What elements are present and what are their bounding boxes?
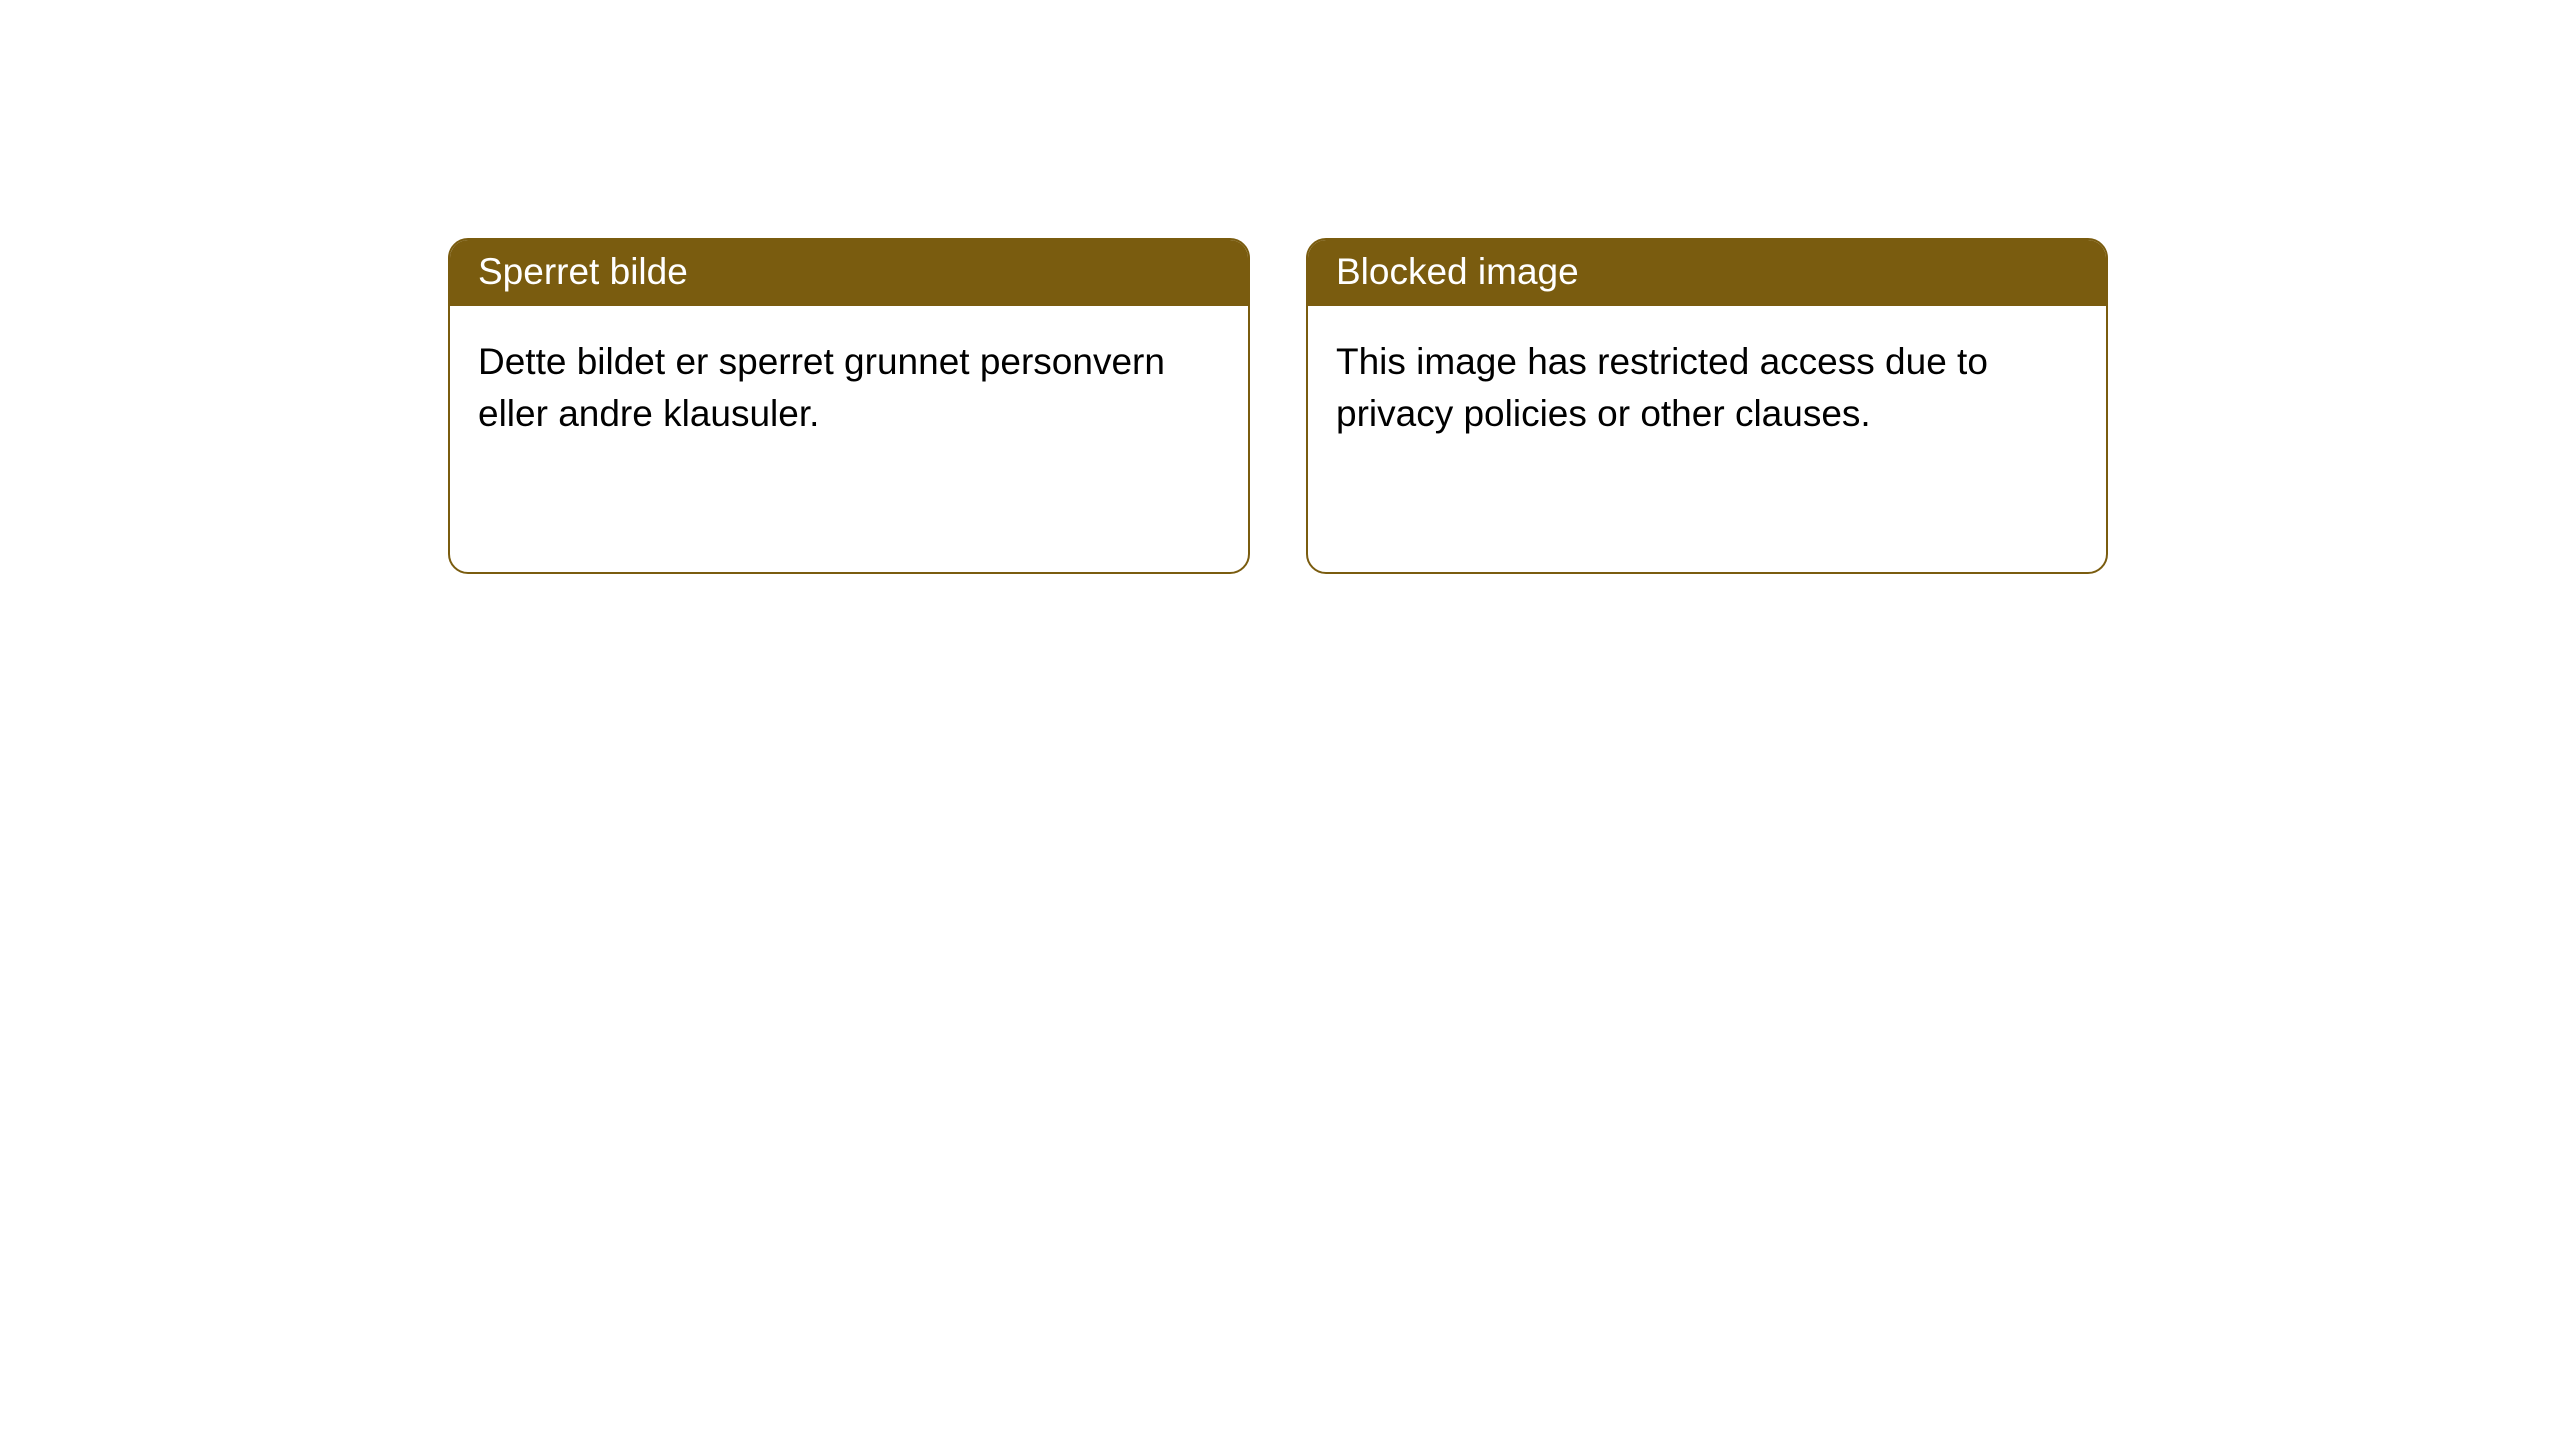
blocked-image-card-no: Sperret bilde Dette bildet er sperret gr… (448, 238, 1250, 574)
card-body-no: Dette bildet er sperret grunnet personve… (450, 306, 1248, 470)
blocked-image-card-en: Blocked image This image has restricted … (1306, 238, 2108, 574)
card-body-en: This image has restricted access due to … (1308, 306, 2106, 470)
card-header-en: Blocked image (1308, 240, 2106, 306)
notice-cards-container: Sperret bilde Dette bildet er sperret gr… (0, 0, 2560, 574)
card-header-no: Sperret bilde (450, 240, 1248, 306)
